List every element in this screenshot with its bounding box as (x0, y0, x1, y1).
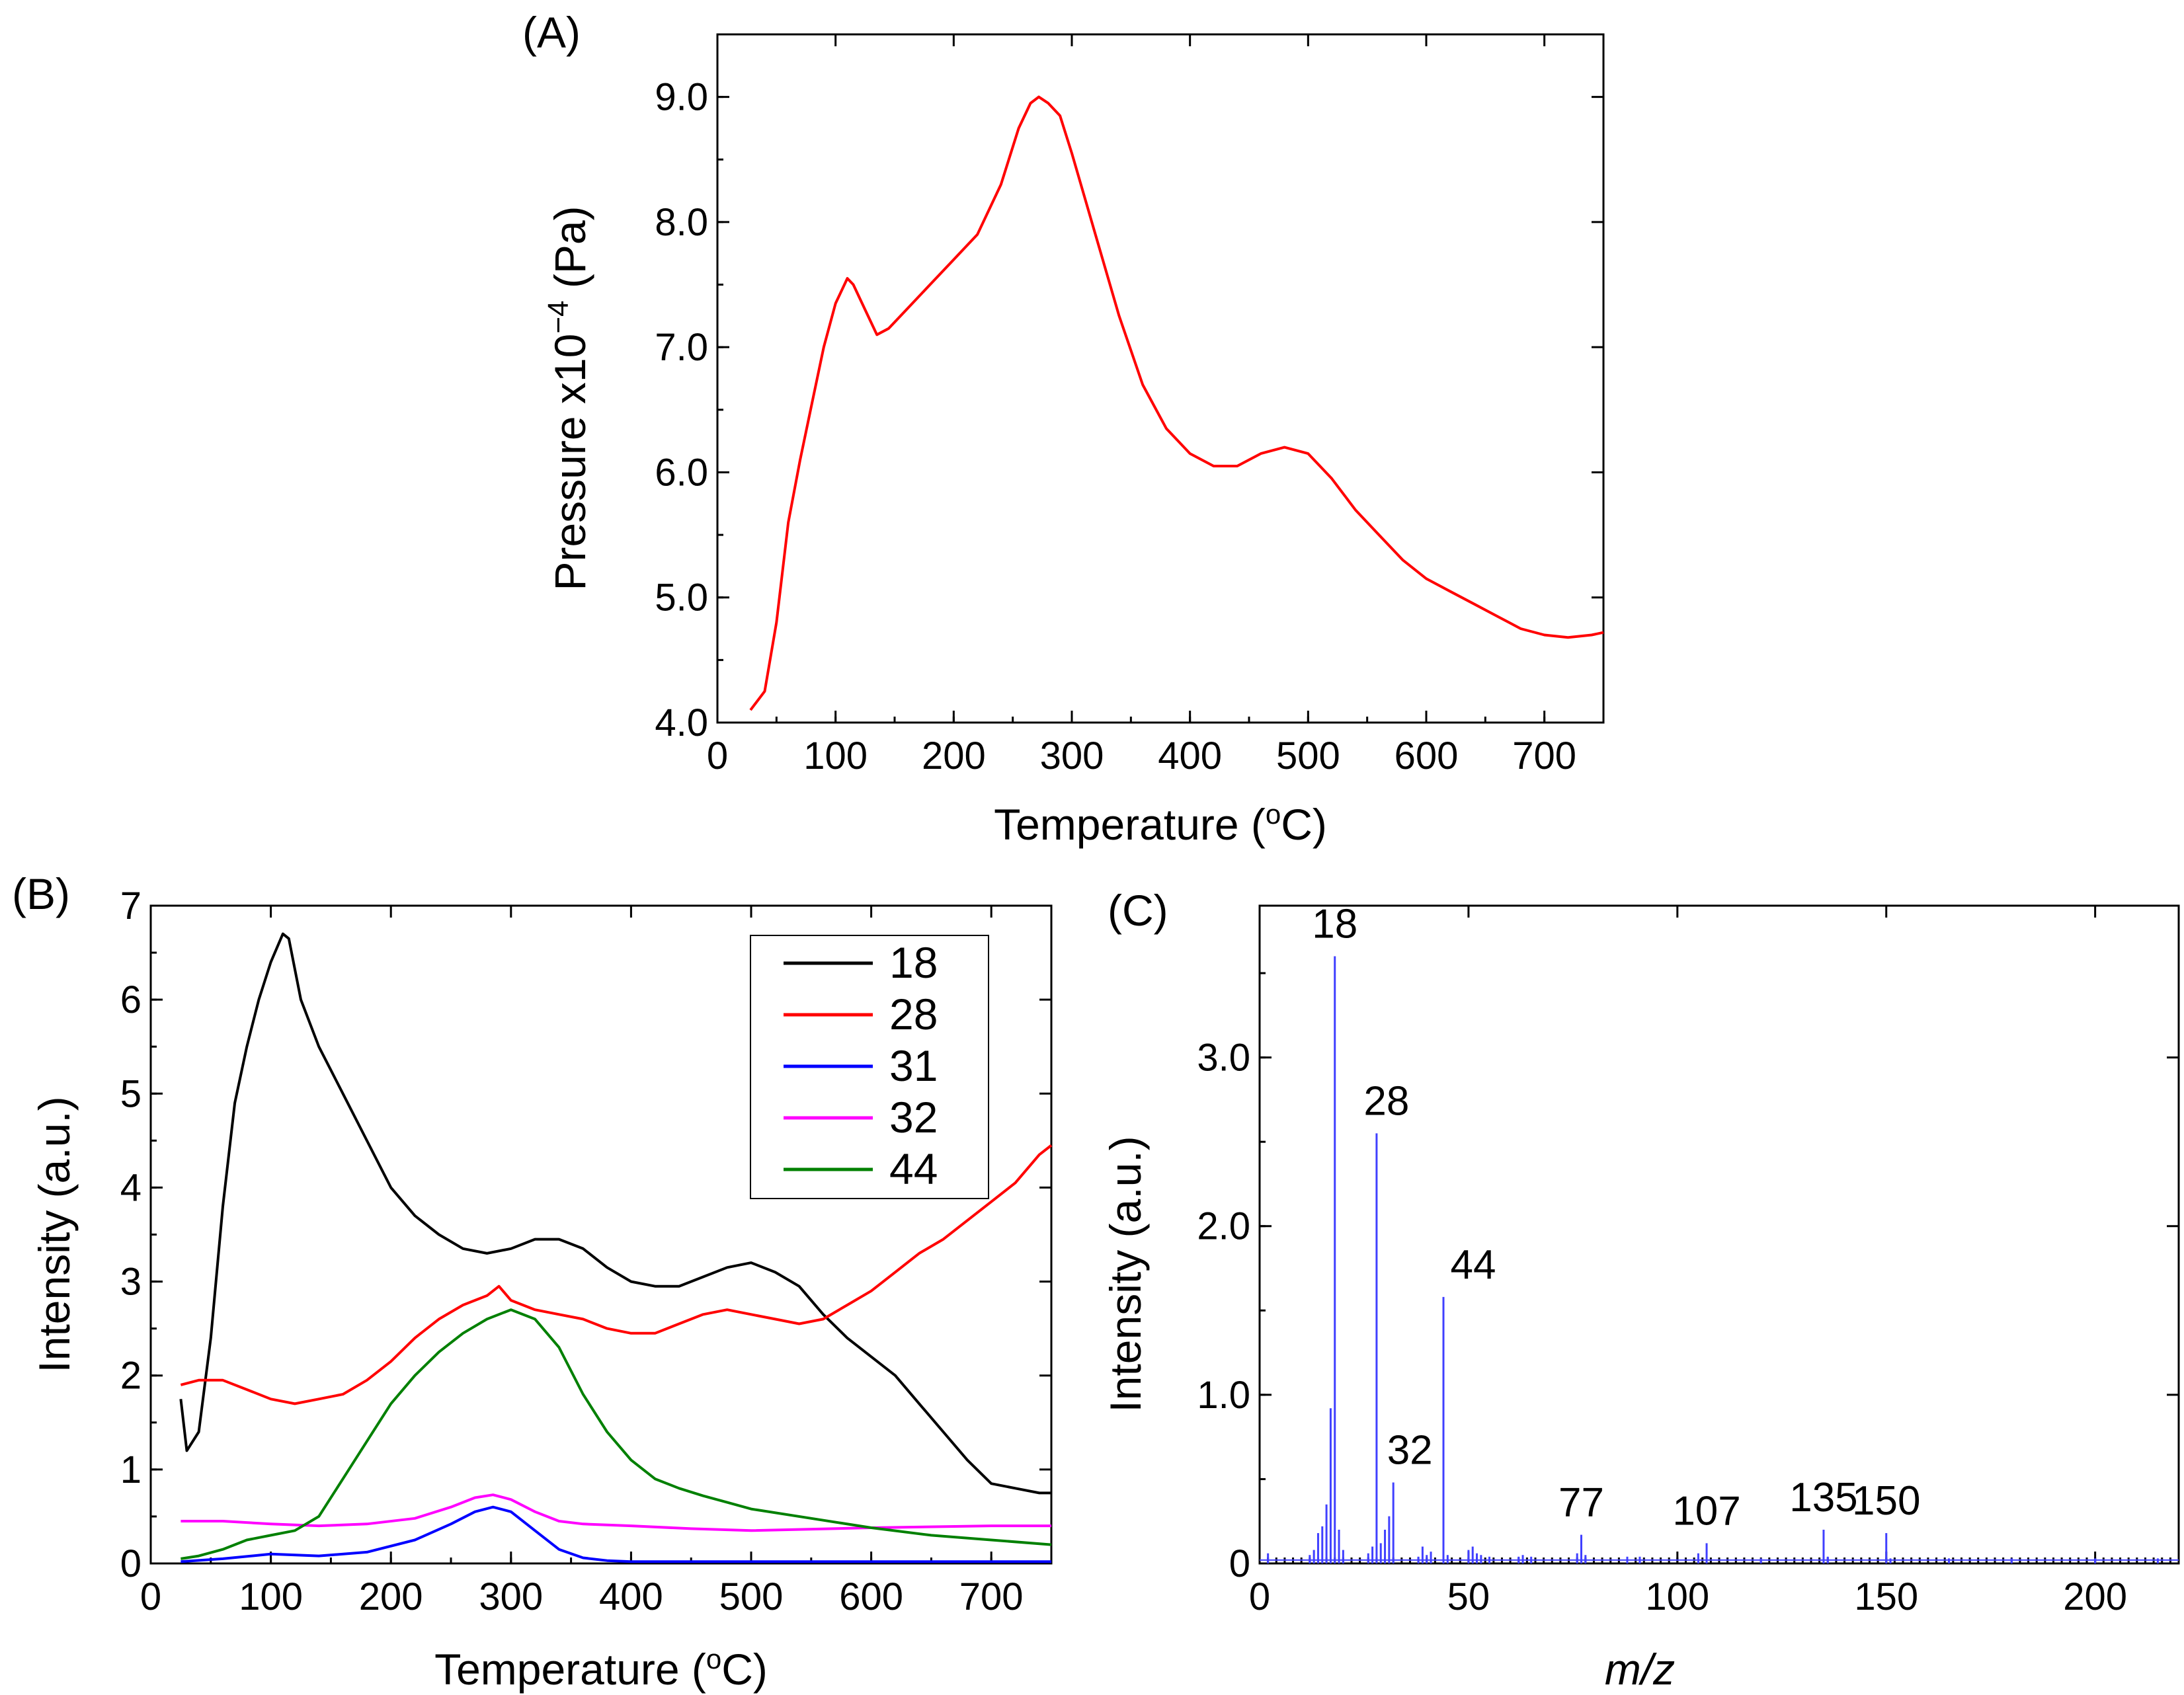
y-tick-label: 6.0 (655, 451, 708, 494)
series-line-18 (179, 932, 1051, 1495)
x-tick-label: 500 (719, 1575, 784, 1618)
y-tick-label: 5 (120, 1072, 142, 1115)
y-axis-label-text: Pressure x10 (546, 334, 594, 591)
y-axis-label-unit: (Pa) (546, 206, 594, 300)
y-tick-label: 2.0 (1197, 1205, 1250, 1248)
x-axis-label-text: Temperature ( (994, 800, 1266, 849)
series-line-44 (181, 1308, 1052, 1560)
y-tick-label: 0 (120, 1542, 142, 1585)
x-tick-label: 200 (359, 1575, 423, 1618)
x-tick-label: 100 (239, 1575, 303, 1618)
panel-b: 0 100 200 300 400 500 600 700 0 1 2 3 4 5 6 7 (B) Tempera… (12, 869, 1053, 1694)
peak-label-28: 28 (1363, 1078, 1409, 1124)
x-tick-label: 600 (839, 1575, 903, 1618)
x-tick-label: 300 (479, 1575, 543, 1618)
peak-label-150: 150 (1852, 1478, 1920, 1524)
panel-label: (A) (522, 8, 581, 57)
x-tick-label: 0 (707, 734, 728, 777)
y-tick-label: 3 (120, 1261, 142, 1304)
y-tick-label: 7 (120, 885, 142, 927)
peak-label-135: 135 (1789, 1475, 1857, 1520)
legend-label-18: 18 (889, 938, 938, 987)
x-tick-label: 200 (922, 734, 986, 777)
y-tick-label: 1 (120, 1448, 142, 1491)
x-tick-label: 700 (959, 1575, 1024, 1618)
legend-label-44: 44 (889, 1144, 938, 1193)
x-tick-label: 700 (1512, 734, 1576, 777)
legend-label-32: 32 (889, 1093, 938, 1142)
x-tick-label: 50 (1447, 1575, 1490, 1618)
series-line-28 (180, 1144, 1053, 1405)
y-tick-label: 6 (120, 978, 142, 1021)
degree-superscript: o (1266, 799, 1281, 830)
x-tick-label: 150 (1854, 1575, 1918, 1618)
panel-c: 0 50 100 150 200 0 1.0 2.0 3.0 (C) 18 28 44 32 77 107 13… (1101, 886, 2180, 1694)
x-axis-label-unit: C) (721, 1645, 768, 1694)
x-tick-label: 200 (2063, 1575, 2127, 1618)
x-axis-label: Temperature (oC) (994, 799, 1327, 849)
y-tick-label: 3.0 (1197, 1037, 1250, 1080)
y-axis-label: Pressure x10−4 (Pa) (542, 206, 594, 590)
x-axis-label-unit: C) (1281, 800, 1327, 849)
x-tick-label: 400 (1158, 734, 1222, 777)
x-axis-label: m/z (1605, 1645, 1675, 1694)
panel-label: (B) (12, 869, 70, 918)
peak-label-107: 107 (1672, 1488, 1740, 1534)
panel-a: 0 100 200 300 400 500 600 700 4.0 5.0 6.0 7.0 8.0 9.0… (522, 8, 1605, 849)
series-line-31 (181, 1505, 1051, 1563)
y-tick-label: 2 (120, 1355, 142, 1398)
x-tick-label: 400 (599, 1575, 663, 1618)
peak-label-77: 77 (1558, 1480, 1604, 1526)
series-line-32 (181, 1493, 1051, 1532)
x-tick-label: 600 (1395, 734, 1459, 777)
y-tick-label: 4 (120, 1166, 142, 1209)
x-tick-label: 100 (1645, 1575, 1709, 1618)
plot-frame (716, 33, 1605, 724)
peak-label-18: 18 (1312, 902, 1357, 947)
y-tick-label: 9.0 (655, 76, 708, 119)
y-tick-label: 1.0 (1197, 1374, 1250, 1417)
peak-label-32: 32 (1387, 1428, 1433, 1474)
panel-label: (C) (1108, 886, 1168, 935)
y-tick-label: 5.0 (655, 576, 708, 619)
x-tick-label: 500 (1276, 734, 1340, 777)
y-tick-label: 0 (1229, 1542, 1250, 1585)
legend-label-31: 31 (889, 1041, 938, 1090)
x-tick-label: 100 (803, 734, 868, 777)
legend-label-28: 28 (889, 990, 938, 1039)
pressure-line (749, 95, 1604, 711)
exponent-superscript: −4 (542, 301, 575, 334)
y-axis-label: Intensity (a.u.) (1101, 1136, 1150, 1412)
y-tick-label: 4.0 (655, 701, 708, 744)
y-tick-label: 8.0 (655, 201, 708, 244)
degree-superscript: o (706, 1643, 721, 1675)
x-tick-label: 0 (140, 1575, 161, 1618)
x-tick-label: 300 (1040, 734, 1104, 777)
x-tick-label: 0 (1249, 1575, 1270, 1618)
x-axis-label-text: Temperature ( (434, 1645, 706, 1694)
peak-label-44: 44 (1451, 1242, 1496, 1288)
x-axis-label: Temperature (oC) (434, 1643, 768, 1694)
y-tick-label: 7.0 (655, 326, 708, 369)
y-axis-label: Intensity (a.u.) (30, 1096, 79, 1372)
